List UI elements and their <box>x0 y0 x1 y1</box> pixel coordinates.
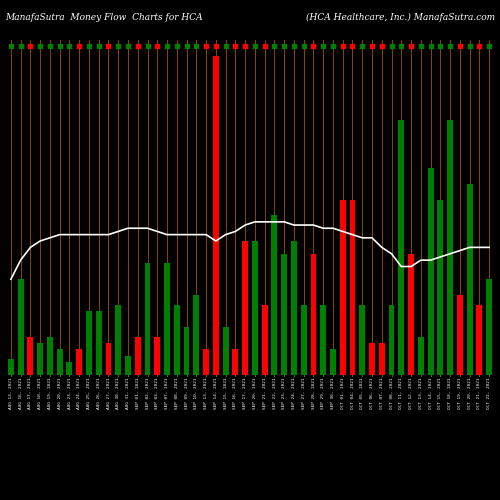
Bar <box>184 327 190 375</box>
Bar <box>8 359 14 375</box>
Bar <box>154 336 160 375</box>
Bar <box>369 343 375 375</box>
Bar <box>281 254 287 375</box>
Bar <box>28 336 34 375</box>
Bar <box>194 295 199 375</box>
Bar <box>262 305 268 375</box>
Bar <box>350 200 356 375</box>
Bar <box>242 241 248 375</box>
Bar <box>96 311 102 375</box>
Bar <box>144 264 150 375</box>
Bar <box>447 120 453 375</box>
Bar <box>466 184 472 375</box>
Bar <box>174 305 180 375</box>
Bar <box>106 343 112 375</box>
Bar <box>86 311 92 375</box>
Bar <box>340 200 345 375</box>
Bar <box>252 241 258 375</box>
Bar <box>272 216 278 375</box>
Bar <box>135 336 140 375</box>
Bar <box>203 350 209 375</box>
Bar <box>418 336 424 375</box>
Bar <box>213 56 219 375</box>
Bar <box>486 280 492 375</box>
Bar <box>291 241 297 375</box>
Bar <box>428 168 434 375</box>
Bar <box>116 305 121 375</box>
Bar <box>388 305 394 375</box>
Bar <box>379 343 384 375</box>
Bar <box>301 305 306 375</box>
Bar <box>457 295 463 375</box>
Bar <box>476 305 482 375</box>
Bar <box>408 254 414 375</box>
Bar <box>37 343 43 375</box>
Bar <box>66 362 72 375</box>
Bar <box>438 200 444 375</box>
Bar <box>18 280 24 375</box>
Bar <box>164 264 170 375</box>
Bar <box>56 350 62 375</box>
Bar <box>76 350 82 375</box>
Bar <box>47 336 53 375</box>
Bar <box>222 327 228 375</box>
Bar <box>125 356 131 375</box>
Bar <box>232 350 238 375</box>
Bar <box>330 350 336 375</box>
Bar <box>398 120 404 375</box>
Text: (HCA Healthcare, Inc.) ManafaSutra.com: (HCA Healthcare, Inc.) ManafaSutra.com <box>306 12 495 22</box>
Bar <box>320 305 326 375</box>
Text: ManafaSutra  Money Flow  Charts for HCA: ManafaSutra Money Flow Charts for HCA <box>5 12 202 22</box>
Bar <box>310 254 316 375</box>
Bar <box>360 305 365 375</box>
